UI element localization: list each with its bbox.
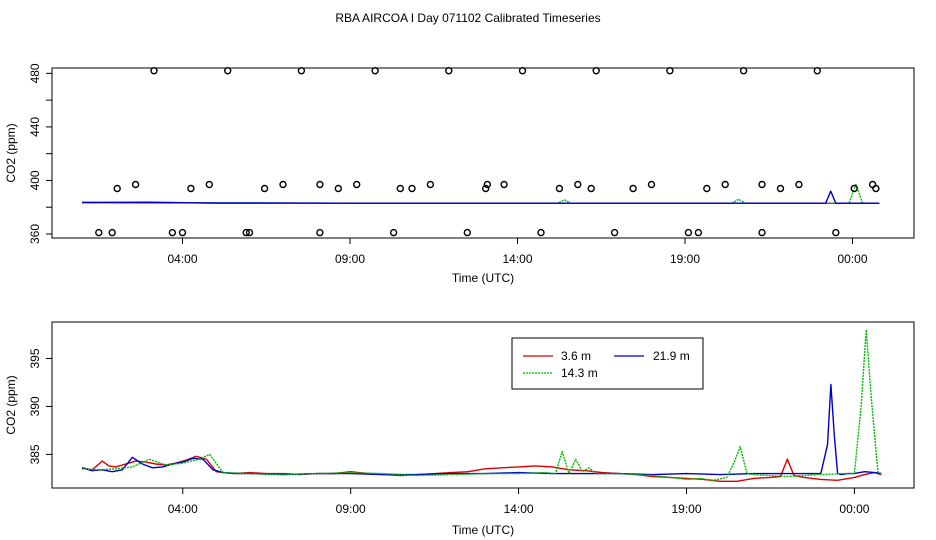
top-data-point	[813, 66, 821, 75]
top-data-point	[574, 180, 582, 189]
top-x-tick-label: 04:00	[167, 252, 197, 266]
legend-label-3-6m: 3.6 m	[561, 349, 591, 363]
top-data-point	[316, 228, 324, 237]
bottom-x-tick-label: 00:00	[839, 502, 869, 516]
top-x-tick-label: 14:00	[502, 252, 532, 266]
bottom-series-line-0	[81, 455, 882, 482]
top-data-point	[223, 66, 232, 75]
top-axes: 04:00 09:00 14:00 19:00 00:00 360 400 440 480	[28, 63, 868, 266]
top-data-point	[872, 184, 880, 193]
top-x-axis-label: Time (UTC)	[452, 271, 514, 285]
top-data-point	[868, 180, 877, 189]
top-data-point	[245, 228, 254, 237]
top-data-point	[113, 184, 121, 193]
top-y-axis-label: CO2 (ppm)	[4, 123, 18, 182]
top-data-point	[168, 228, 177, 237]
top-y-tick-label: 400	[28, 170, 42, 190]
bottom-y-tick-label: 385	[28, 444, 42, 464]
top-data-point	[131, 180, 140, 189]
top-data-point	[758, 228, 766, 237]
top-data-point	[610, 228, 619, 237]
top-data-point	[684, 228, 693, 237]
top-data-point	[703, 184, 711, 193]
top-data-point	[334, 184, 342, 193]
top-data-point	[795, 180, 803, 189]
bottom-axes: 04:00 09:00 14:00 19:00 00:00 385 390 395	[28, 348, 870, 516]
top-data-point	[850, 184, 858, 193]
bottom-panel: Time (UTC) CO2 (ppm) 04:00 09:00 14:00 19:0…	[4, 321, 915, 537]
top-data-point	[463, 228, 471, 237]
top-data-point	[260, 184, 269, 193]
top-data-point	[666, 66, 674, 75]
top-data-point	[316, 180, 324, 189]
top-data-point	[500, 180, 508, 189]
bottom-x-tick-label: 14:00	[504, 502, 534, 516]
top-data-point	[832, 228, 840, 237]
top-series-group	[81, 66, 880, 237]
bottom-y-tick-label: 395	[28, 348, 42, 368]
top-data-point	[592, 66, 600, 75]
legend-label-14-3m: 14.3 m	[561, 366, 598, 380]
legend-label-21-9m: 21.9 m	[653, 349, 690, 363]
figure-title: RBA AIRCOA I Day 071102 Calibrated Times…	[335, 11, 600, 25]
top-data-point	[694, 228, 703, 237]
top-data-point	[408, 184, 416, 193]
top-data-point	[178, 228, 187, 237]
top-data-point	[555, 184, 564, 193]
top-x-tick-label: 00:00	[837, 252, 867, 266]
top-data-point	[426, 180, 435, 189]
top-data-point	[396, 184, 404, 193]
bottom-x-tick-label: 09:00	[336, 502, 366, 516]
top-data-point	[353, 180, 361, 189]
top-data-point	[279, 180, 287, 189]
top-data-point	[721, 180, 729, 189]
top-series-line-2	[81, 190, 880, 204]
bottom-x-tick-label: 04:00	[168, 502, 198, 516]
top-data-point	[205, 180, 214, 189]
bottom-y-tick-label: 390	[28, 396, 42, 416]
top-data-point	[445, 66, 453, 75]
top-data-point	[297, 66, 306, 75]
top-data-point	[482, 184, 490, 193]
top-x-tick-label: 09:00	[335, 252, 365, 266]
top-data-point	[483, 180, 491, 189]
bottom-x-axis-label: Time (UTC)	[452, 523, 514, 537]
top-data-point	[95, 228, 103, 237]
top-data-point	[389, 228, 398, 237]
bottom-series-line-2	[81, 329, 882, 481]
top-data-point	[108, 228, 116, 237]
bottom-x-tick-label: 19:00	[671, 502, 701, 516]
top-x-tick-label: 19:00	[670, 252, 700, 266]
top-data-point	[371, 66, 379, 75]
top-data-point	[150, 66, 158, 75]
bottom-series-group	[81, 329, 882, 482]
top-data-point	[647, 180, 656, 189]
top-data-point	[518, 66, 527, 75]
top-y-tick-label: 480	[28, 63, 42, 83]
legend: 3.6 m 21.9 m 14.3 m	[511, 337, 704, 390]
top-y-tick-label: 440	[28, 117, 42, 137]
top-data-point	[242, 228, 250, 237]
top-data-point	[629, 184, 637, 193]
legend-box	[511, 337, 704, 390]
top-y-tick-label: 360	[28, 224, 42, 244]
top-data-point	[776, 184, 785, 193]
top-plot-frame	[51, 67, 915, 239]
bottom-plot-frame	[51, 321, 915, 489]
top-panel: Time (UTC) CO2 (ppm) 04:00 09:00 14:00 19:0…	[4, 63, 915, 285]
top-data-point	[758, 180, 766, 189]
bottom-series-line-1	[81, 383, 882, 476]
top-data-point	[537, 228, 545, 237]
top-data-point	[739, 66, 748, 75]
top-data-point	[187, 184, 195, 193]
top-data-point	[587, 184, 595, 193]
bottom-y-axis-label: CO2 (ppm)	[4, 375, 18, 434]
